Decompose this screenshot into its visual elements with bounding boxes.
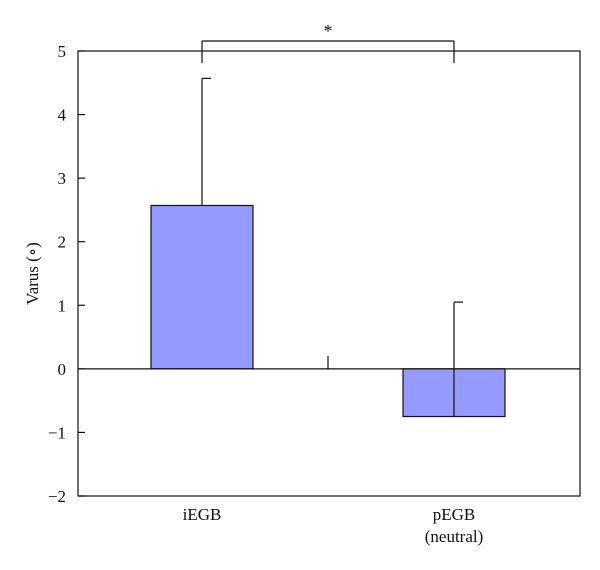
x-tick-sublabel: (neutral) xyxy=(425,527,484,546)
significance-layer: * xyxy=(201,21,455,63)
x-tick-label: pEGB xyxy=(433,505,476,524)
plot-frame xyxy=(77,50,581,497)
y-tick-label: −2 xyxy=(48,487,66,506)
y-tick-label: −1 xyxy=(48,423,66,442)
error-bars-layer xyxy=(201,77,463,417)
y-tick-label: 5 xyxy=(58,42,67,61)
y-tick-label: 0 xyxy=(58,360,67,379)
bar-iegb xyxy=(150,204,254,370)
axes-layer: −2 −1 0 1 2 3 4 5 iEGB pEGB (neutral) xyxy=(48,42,581,546)
bars-layer xyxy=(150,204,506,418)
y-tick-label: 2 xyxy=(58,233,67,252)
y-tick-label: 3 xyxy=(58,169,67,188)
y-tick-label: 1 xyxy=(58,296,67,315)
y-tick-label: 4 xyxy=(58,106,67,125)
y-axis-label: Varus (∘) xyxy=(23,242,42,305)
x-tick-label: iEGB xyxy=(183,505,222,524)
significance-label: * xyxy=(324,21,333,41)
zero-line-layer xyxy=(78,355,580,370)
